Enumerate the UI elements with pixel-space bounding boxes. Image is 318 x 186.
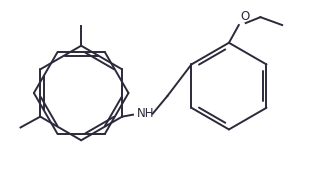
Text: O: O: [241, 10, 250, 23]
Text: NH: NH: [137, 107, 155, 120]
